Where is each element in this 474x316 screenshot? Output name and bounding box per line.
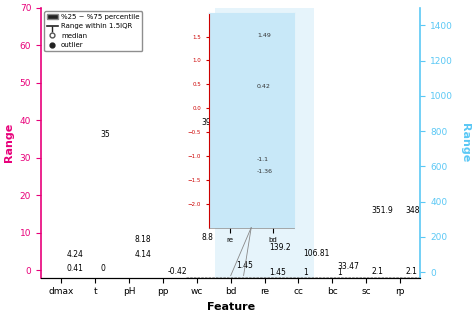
- Text: 139.2: 139.2: [270, 243, 292, 252]
- X-axis label: Feature: Feature: [207, 302, 255, 312]
- Text: 4.24: 4.24: [66, 250, 83, 259]
- Y-axis label: Range: Range: [4, 123, 14, 162]
- Text: 0: 0: [100, 264, 105, 273]
- Text: 0.42: 0.42: [257, 84, 271, 89]
- Text: 2.1: 2.1: [371, 267, 383, 276]
- Text: -0.42: -0.42: [168, 267, 188, 276]
- Y-axis label: Range: Range: [460, 123, 470, 162]
- Text: 8.8: 8.8: [202, 233, 214, 241]
- Text: 106.81: 106.81: [303, 249, 330, 258]
- Text: 1.45: 1.45: [270, 268, 287, 276]
- Text: 1.45: 1.45: [236, 261, 253, 270]
- Text: 351.9: 351.9: [371, 206, 393, 215]
- Text: 8.18: 8.18: [134, 235, 151, 244]
- Legend: %25 ~ %75 percentile, Range within 1.5IQR, median, outlier: %25 ~ %75 percentile, Range within 1.5IQ…: [45, 11, 142, 51]
- Text: 348: 348: [405, 206, 419, 216]
- Text: 4.14: 4.14: [134, 250, 151, 259]
- Text: -1.36: -1.36: [257, 169, 273, 174]
- Bar: [216, 8, 314, 277]
- Text: 2.1: 2.1: [405, 267, 417, 276]
- Text: 1.49: 1.49: [257, 33, 271, 38]
- Text: -1.1: -1.1: [257, 157, 269, 162]
- Text: 33.47: 33.47: [337, 262, 359, 271]
- Text: 39.3: 39.3: [202, 118, 219, 127]
- Text: 1: 1: [303, 268, 308, 276]
- Text: 1: 1: [337, 268, 342, 276]
- Text: 0.41: 0.41: [66, 264, 83, 273]
- Text: 35: 35: [100, 130, 110, 139]
